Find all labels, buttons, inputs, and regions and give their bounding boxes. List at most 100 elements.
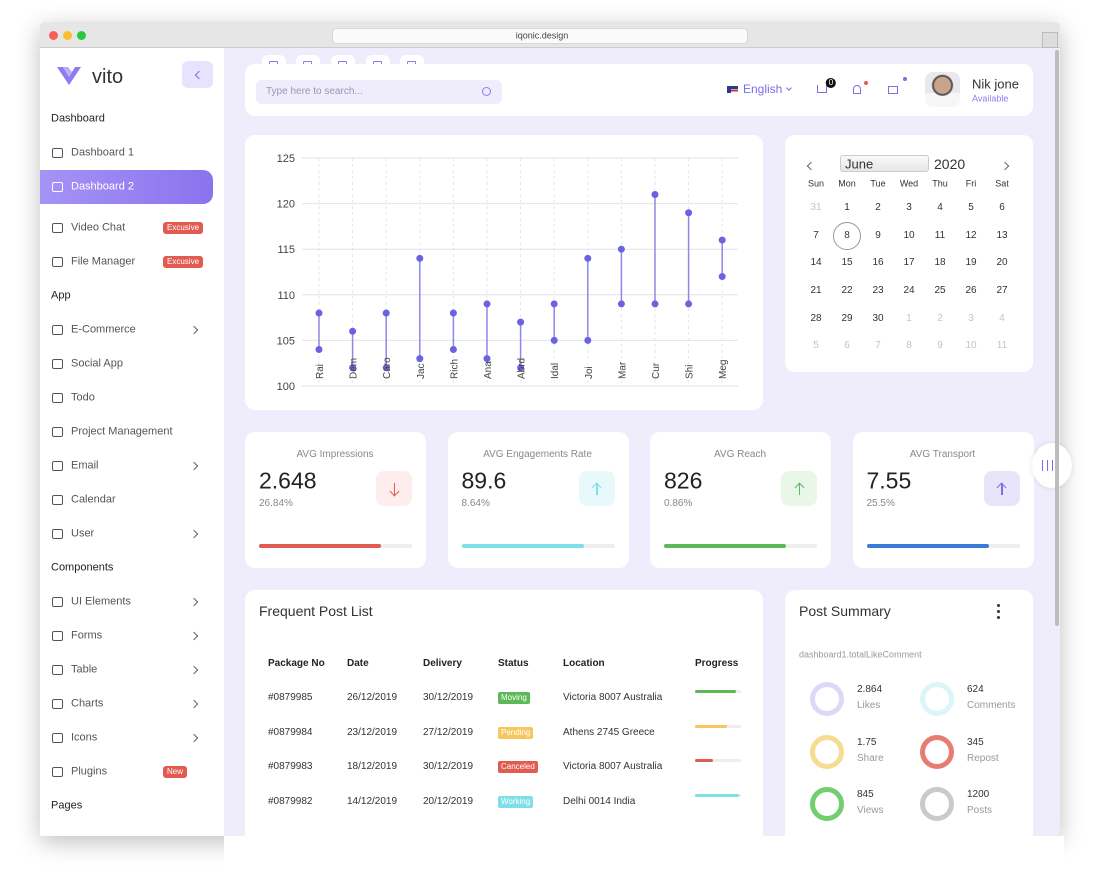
cell: Victoria 8007 Australia [563, 761, 663, 773]
menu-dot[interactable] [997, 604, 1000, 607]
search-placeholder: Type here to search... [266, 86, 363, 97]
stat-title: AVG Reach [713, 449, 767, 460]
collapse-button[interactable] [182, 61, 213, 88]
calendar-day[interactable]: 4 [999, 313, 1005, 324]
calendar-day[interactable]: 1 [844, 202, 850, 213]
calendar-day[interactable]: 11 [996, 340, 1008, 351]
dumbbell-low [550, 336, 558, 344]
calendar-day[interactable]: 17 [903, 257, 915, 268]
menu-dot[interactable] [997, 616, 1000, 619]
calendar-day[interactable]: 15 [841, 257, 853, 268]
minimize-button[interactable] [63, 31, 72, 40]
language-select[interactable]: English [743, 82, 783, 96]
menu-label[interactable]: Dashboard 2 [71, 180, 134, 193]
calendar-day[interactable]: 12 [965, 230, 977, 241]
calendar-day[interactable]: 3 [968, 313, 974, 324]
calendar-day[interactable]: 19 [965, 257, 977, 268]
calendar-day[interactable]: 13 [996, 230, 1008, 241]
calendar-day[interactable]: 6 [844, 340, 850, 351]
search-box[interactable] [256, 80, 502, 104]
menu-dot[interactable] [997, 610, 1000, 613]
calendar-day[interactable]: 9 [937, 340, 943, 351]
menu-label[interactable]: E-Commerce [71, 323, 136, 336]
menu-icon [52, 495, 63, 505]
mail-icon[interactable] [888, 86, 898, 94]
month[interactable]: June [845, 156, 874, 172]
stat-icon-stem [798, 483, 800, 495]
calendar-day[interactable]: 8 [906, 340, 912, 351]
menu-label[interactable]: Project Management [71, 425, 173, 438]
calendar-day[interactable]: 20 [996, 257, 1008, 268]
menu-label[interactable]: Dashboard 1 [71, 146, 134, 159]
address-bar[interactable] [332, 28, 748, 44]
calendar-day[interactable]: 3 [906, 202, 912, 213]
menu-label[interactable]: Plugins [71, 765, 108, 778]
calendar-day[interactable]: 31 [810, 202, 822, 213]
calendar-day[interactable]: 5 [813, 340, 819, 351]
weekday: Mon [838, 178, 856, 189]
calendar-day[interactable]: 18 [934, 257, 946, 268]
dumbbell-low [349, 364, 357, 372]
calendar-day[interactable]: 23 [872, 285, 884, 296]
menu-label[interactable]: Social App [71, 357, 123, 370]
summary-label: Share [857, 752, 884, 764]
notification-icon[interactable] [853, 85, 861, 94]
summary-label: Posts [967, 805, 993, 816]
menu-icon [52, 325, 63, 335]
calendar-day[interactable]: 8 [844, 230, 850, 241]
menu-label[interactable]: Calendar [71, 493, 116, 506]
month-select[interactable] [840, 155, 929, 172]
menu-label[interactable]: Icons [71, 731, 98, 744]
card-title: Frequent Post List [259, 603, 373, 619]
calendar-day[interactable]: 27 [996, 285, 1008, 296]
calendar-day[interactable]: 5 [968, 202, 974, 213]
dumbbell-low [685, 300, 693, 308]
calendar-day[interactable]: 11 [934, 230, 946, 241]
cell: #0879983 [268, 761, 313, 773]
calendar-day[interactable]: 9 [875, 230, 881, 241]
progress-fill [695, 724, 728, 728]
calendar-day[interactable]: 21 [810, 285, 822, 296]
stat-value: 826 [664, 467, 703, 494]
menu-label[interactable]: Table [71, 663, 98, 676]
calendar-day[interactable]: 26 [965, 285, 977, 296]
user-name[interactable]: Nik jone [972, 76, 1019, 92]
zoom-button[interactable] [77, 31, 86, 40]
menu-icon [52, 529, 63, 539]
avatar[interactable] [925, 72, 960, 107]
menu-label[interactable]: User [71, 527, 95, 540]
cell: 26/12/2019 [347, 692, 398, 703]
menu-label[interactable]: UI Elements [71, 595, 131, 608]
calendar-day[interactable]: 29 [841, 313, 853, 324]
calendar-day[interactable]: 10 [965, 340, 977, 351]
calendar-day[interactable]: 4 [937, 202, 943, 213]
menu-label[interactable]: Video Chat [71, 221, 126, 234]
cell: 30/12/2019 [423, 692, 474, 703]
progress-fill [695, 759, 714, 763]
menu-label[interactable]: File Manager [71, 255, 136, 268]
close-button[interactable] [49, 31, 58, 40]
calendar-day[interactable]: 24 [903, 285, 915, 296]
menu-badge: Excusive [163, 222, 204, 234]
calendar-day[interactable]: 2 [937, 313, 943, 324]
menu-label[interactable]: Forms [71, 629, 103, 642]
calendar-day[interactable]: 16 [872, 257, 884, 268]
calendar-day[interactable]: 22 [841, 285, 853, 296]
menu-label[interactable]: Charts [71, 697, 104, 710]
new-tab-button[interactable] [1042, 32, 1058, 48]
calendar-day[interactable]: 28 [810, 313, 822, 324]
calendar-day[interactable]: 2 [875, 202, 881, 213]
calendar-day[interactable]: 30 [872, 313, 884, 324]
calendar-day[interactable]: 14 [810, 257, 822, 268]
calendar-day[interactable]: 10 [903, 230, 915, 241]
cart-icon[interactable] [817, 85, 827, 93]
calendar-day[interactable]: 25 [934, 285, 946, 296]
calendar-day[interactable]: 1 [906, 313, 912, 324]
menu-label[interactable]: Email [71, 459, 99, 472]
calendar-day[interactable]: 6 [999, 202, 1005, 213]
menu-label[interactable]: Todo [71, 391, 95, 404]
calendar-day[interactable]: 7 [875, 340, 881, 351]
active-item-bg[interactable] [40, 170, 213, 204]
section-title: Pages [51, 799, 83, 812]
calendar-day[interactable]: 7 [813, 230, 819, 241]
